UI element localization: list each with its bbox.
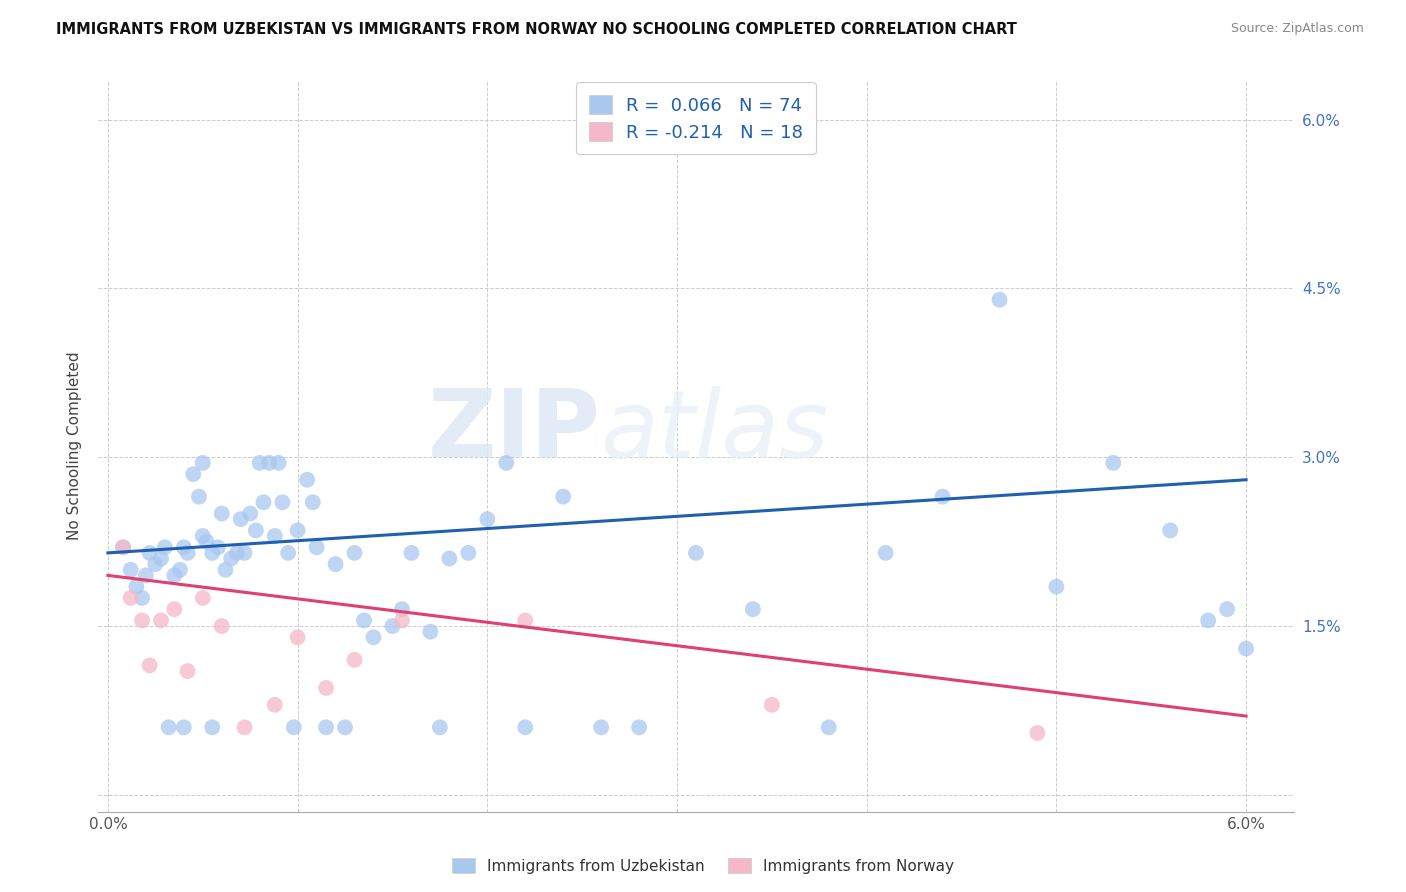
Point bbox=[211, 619, 233, 633]
Point bbox=[257, 456, 280, 470]
Point bbox=[181, 467, 204, 482]
Text: atlas: atlas bbox=[600, 386, 828, 477]
Point bbox=[495, 456, 517, 470]
Point bbox=[191, 456, 214, 470]
Point bbox=[1159, 524, 1181, 538]
Point bbox=[271, 495, 294, 509]
Point bbox=[363, 630, 385, 644]
Point bbox=[163, 568, 186, 582]
Point bbox=[353, 614, 375, 628]
Point bbox=[263, 529, 285, 543]
Point bbox=[381, 619, 404, 633]
Point bbox=[163, 602, 186, 616]
Point bbox=[173, 541, 195, 555]
Point bbox=[477, 512, 499, 526]
Point bbox=[239, 507, 262, 521]
Point bbox=[214, 563, 236, 577]
Point bbox=[591, 720, 613, 734]
Point bbox=[176, 664, 198, 678]
Point bbox=[343, 546, 366, 560]
Point bbox=[211, 507, 233, 521]
Point bbox=[515, 614, 537, 628]
Point bbox=[120, 563, 142, 577]
Point bbox=[112, 541, 135, 555]
Point bbox=[1045, 580, 1067, 594]
Point bbox=[931, 490, 953, 504]
Point bbox=[391, 602, 413, 616]
Point bbox=[191, 591, 214, 605]
Point bbox=[391, 614, 413, 628]
Point bbox=[233, 546, 256, 560]
Point bbox=[176, 546, 198, 560]
Point bbox=[188, 490, 211, 504]
Point bbox=[201, 546, 224, 560]
Point bbox=[333, 720, 356, 734]
Point bbox=[1234, 641, 1257, 656]
Point bbox=[207, 541, 229, 555]
Point bbox=[249, 456, 271, 470]
Point bbox=[1102, 456, 1125, 470]
Point bbox=[173, 720, 195, 734]
Point bbox=[135, 568, 157, 582]
Point bbox=[267, 456, 290, 470]
Point bbox=[143, 557, 166, 571]
Point bbox=[283, 720, 305, 734]
Point bbox=[457, 546, 479, 560]
Text: Source: ZipAtlas.com: Source: ZipAtlas.com bbox=[1230, 22, 1364, 36]
Point bbox=[761, 698, 783, 712]
Y-axis label: No Schooling Completed: No Schooling Completed bbox=[67, 351, 83, 541]
Point bbox=[553, 490, 575, 504]
Point bbox=[225, 546, 247, 560]
Point bbox=[315, 720, 337, 734]
Point bbox=[315, 681, 337, 695]
Point bbox=[252, 495, 274, 509]
Point bbox=[295, 473, 318, 487]
Point bbox=[131, 614, 153, 628]
Legend: R =  0.066   N = 74, R = -0.214   N = 18: R = 0.066 N = 74, R = -0.214 N = 18 bbox=[576, 82, 815, 154]
Point bbox=[741, 602, 763, 616]
Point bbox=[125, 580, 148, 594]
Point bbox=[628, 720, 651, 734]
Point bbox=[191, 529, 214, 543]
Legend: Immigrants from Uzbekistan, Immigrants from Norway: Immigrants from Uzbekistan, Immigrants f… bbox=[446, 852, 960, 880]
Point bbox=[201, 720, 224, 734]
Point bbox=[131, 591, 153, 605]
Point bbox=[1026, 726, 1049, 740]
Point bbox=[515, 720, 537, 734]
Point bbox=[343, 653, 366, 667]
Point bbox=[875, 546, 897, 560]
Point bbox=[219, 551, 242, 566]
Point bbox=[305, 541, 328, 555]
Point bbox=[301, 495, 323, 509]
Point bbox=[112, 541, 135, 555]
Point bbox=[685, 546, 707, 560]
Point bbox=[401, 546, 423, 560]
Point bbox=[169, 563, 191, 577]
Point bbox=[233, 720, 256, 734]
Point bbox=[120, 591, 142, 605]
Point bbox=[263, 698, 285, 712]
Point bbox=[138, 546, 160, 560]
Point bbox=[277, 546, 299, 560]
Point bbox=[419, 624, 441, 639]
Point bbox=[245, 524, 267, 538]
Point bbox=[150, 614, 173, 628]
Point bbox=[157, 720, 180, 734]
Point bbox=[138, 658, 160, 673]
Point bbox=[1197, 614, 1219, 628]
Point bbox=[1216, 602, 1239, 616]
Point bbox=[287, 630, 309, 644]
Point bbox=[153, 541, 176, 555]
Text: ZIP: ZIP bbox=[427, 385, 600, 477]
Point bbox=[439, 551, 461, 566]
Point bbox=[817, 720, 839, 734]
Point bbox=[325, 557, 347, 571]
Point bbox=[229, 512, 252, 526]
Point bbox=[150, 551, 173, 566]
Point bbox=[988, 293, 1011, 307]
Point bbox=[429, 720, 451, 734]
Point bbox=[195, 534, 218, 549]
Point bbox=[287, 524, 309, 538]
Text: IMMIGRANTS FROM UZBEKISTAN VS IMMIGRANTS FROM NORWAY NO SCHOOLING COMPLETED CORR: IMMIGRANTS FROM UZBEKISTAN VS IMMIGRANTS… bbox=[56, 22, 1017, 37]
